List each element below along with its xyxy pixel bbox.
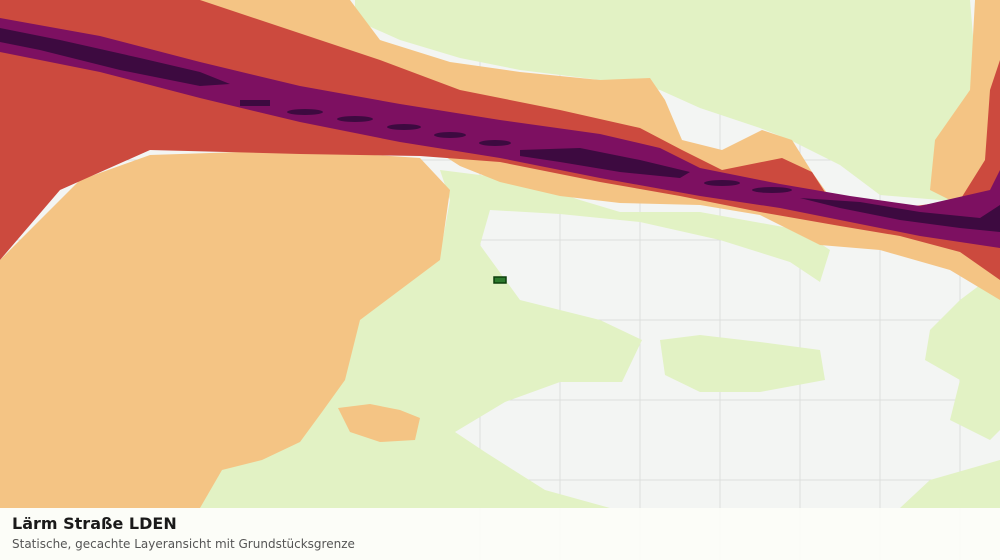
caption-subtitle: Statische, gecachte Layeransicht mit Gru… xyxy=(12,537,355,551)
noise-zone-extreme xyxy=(0,28,1000,232)
caption-title: Lärm Straße LDEN xyxy=(12,514,177,533)
parcel-boundary xyxy=(493,276,507,284)
caption-panel xyxy=(0,508,1000,560)
noise-zone-very-high xyxy=(0,18,1000,248)
